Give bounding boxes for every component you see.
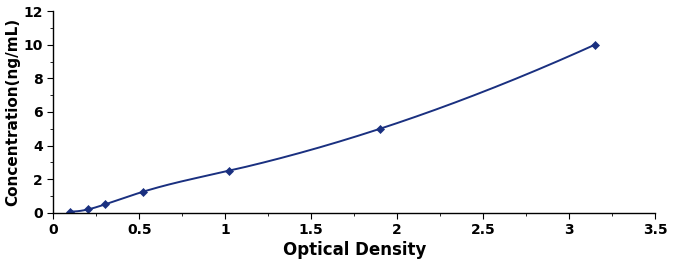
Y-axis label: Concentration(ng/mL): Concentration(ng/mL) — [5, 18, 21, 206]
X-axis label: Optical Density: Optical Density — [283, 241, 426, 259]
